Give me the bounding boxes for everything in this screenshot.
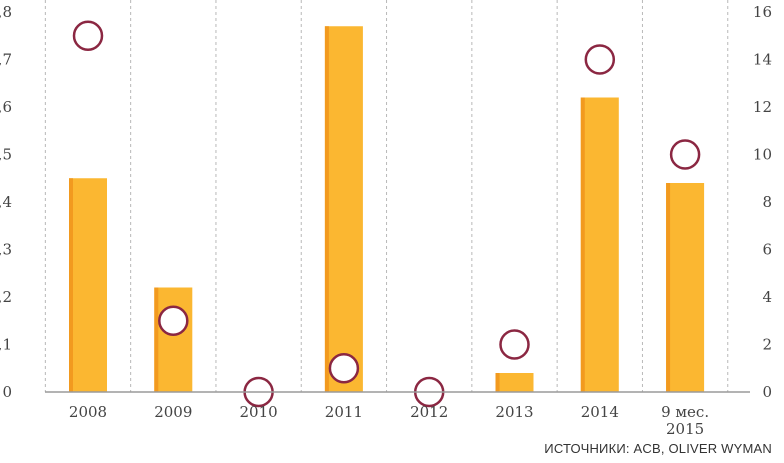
y-right-tick-label: 14 (753, 51, 772, 69)
grid (44, 0, 729, 392)
bar-shade (69, 178, 73, 392)
axes: 0 0,1 0,2 0,3 0,4 0,5 0,6 0,7 0,8 0 2 4 6 8 10 12 14 16 20… (0, 3, 772, 438)
bar (154, 287, 193, 392)
x-tick-label: 2014 (581, 403, 619, 421)
x-tick-label: 2010 (240, 403, 278, 421)
x-tick-label: 2011 (325, 403, 363, 421)
y-right-tick-label: 4 (762, 288, 772, 306)
y-right-tick-label: 12 (753, 98, 772, 116)
marker (584, 44, 616, 75)
bar (495, 373, 534, 392)
bar (580, 97, 619, 392)
bar (69, 178, 107, 392)
x-tick-label: 2008 (69, 403, 107, 421)
x-tick-label: 9 мес. 2015 (661, 403, 709, 438)
x-tick-label: 2013 (495, 403, 533, 421)
y-right-tick-label: 10 (753, 146, 772, 164)
marker (158, 305, 189, 336)
bar-shade (580, 97, 585, 392)
bar-shade (324, 26, 329, 392)
marker (499, 329, 530, 360)
y-left-tick-label: 0 (2, 383, 12, 401)
y-left-tick-label: 0,8 (0, 3, 12, 21)
y-right-tick-label: 2 (762, 336, 772, 354)
y-left-tick-label: 0,1 (0, 336, 12, 354)
bars (69, 26, 705, 392)
bar-shade (154, 287, 159, 392)
x-tick-label: 2009 (154, 403, 192, 421)
y-right-tick-label: 16 (753, 3, 772, 21)
marker (669, 139, 701, 170)
y-left-tick-label: 0,6 (0, 98, 12, 116)
bar (324, 26, 363, 392)
marker (72, 20, 104, 51)
x-tick-label: 2012 (410, 403, 448, 421)
y-right-tick-label: 0 (762, 383, 772, 401)
y-left-tick-label: 0,3 (0, 241, 12, 259)
y-left-tick-label: 0,7 (0, 51, 12, 69)
marker (328, 353, 360, 384)
y-right-tick-label: 6 (762, 241, 772, 259)
bar-shade (495, 373, 500, 392)
y-left-tick-label: 0,4 (0, 193, 12, 211)
y-left-tick-label: 0,2 (0, 288, 12, 306)
bar-shade (666, 183, 671, 392)
y-right-tick-label: 8 (762, 193, 772, 211)
source-note: ИСТОЧНИКИ: ACB, OLIVER WYMAN (544, 441, 772, 456)
bar (666, 183, 705, 392)
y-left-tick-label: 0,5 (0, 146, 12, 164)
markers (72, 20, 701, 408)
